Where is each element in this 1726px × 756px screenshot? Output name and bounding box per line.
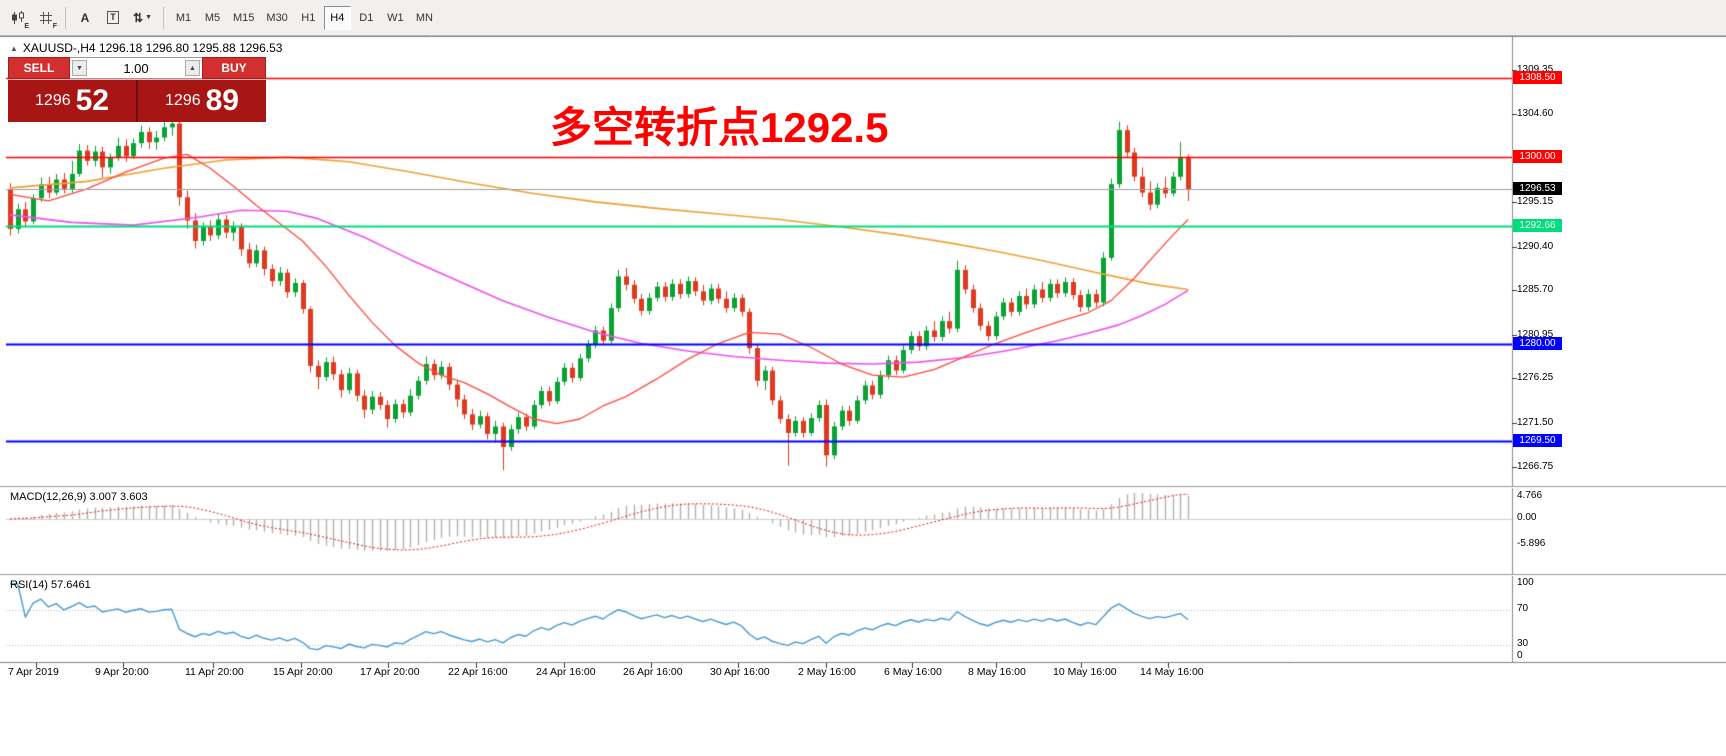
candlestick-chart-icon[interactable]: E <box>5 6 31 30</box>
chevron-down-icon: ▼ <box>145 14 152 21</box>
text-label-icon[interactable]: A <box>72 6 98 30</box>
bid-ask-display: 1296 52 1296 89 <box>8 80 266 122</box>
volume-increase-icon[interactable]: ▲ <box>185 60 200 76</box>
timeframe-button-m30[interactable]: M30 <box>261 6 292 30</box>
timeframe-button-w1[interactable]: W1 <box>382 6 409 30</box>
one-click-trading-panel: SELL ▼ ▲ BUY 1296 52 1296 89 <box>8 57 266 122</box>
grid-icon[interactable]: F <box>33 6 59 30</box>
arrows-glyph: ⇅ <box>133 10 144 25</box>
top-toolbar: E F A T ⇅ ▼ M1 M5 M15 M30 H1 H4 D1 W1 MN <box>0 0 1726 36</box>
timeframe-button-mn[interactable]: MN <box>411 6 438 30</box>
buy-price-tile[interactable]: 1296 89 <box>138 80 266 122</box>
chart-tools-group: E F <box>4 4 60 32</box>
text-tool-glyph: A <box>80 10 90 25</box>
timeframe-button-m15[interactable]: M15 <box>228 6 259 30</box>
arrows-dropdown-icon[interactable]: ⇅ ▼ <box>128 6 157 30</box>
template-glyph: T <box>107 11 119 24</box>
buy-button[interactable]: BUY <box>202 57 266 79</box>
timeframe-button-h4[interactable]: H4 <box>323 5 351 30</box>
trade-buttons-row: SELL ▼ ▲ BUY <box>8 57 266 79</box>
buy-price-pips: 89 <box>205 84 239 117</box>
toolbar-separator <box>65 6 66 29</box>
annotation-tools-group: A T ⇅ ▼ <box>71 4 158 32</box>
icon-sub-label: E <box>24 22 29 30</box>
volume-stepper: ▼ ▲ <box>70 57 202 79</box>
sell-button[interactable]: SELL <box>8 57 70 79</box>
sell-price-base: 1296 <box>35 92 71 109</box>
timeframe-button-h1[interactable]: H1 <box>295 6 322 30</box>
timeframe-button-m1[interactable]: M1 <box>170 6 197 30</box>
icon-sub-label: F <box>52 22 57 30</box>
volume-input[interactable] <box>99 59 173 77</box>
timeframe-button-d1[interactable]: D1 <box>353 6 380 30</box>
sell-price-tile[interactable]: 1296 52 <box>8 80 136 122</box>
price-chart-canvas[interactable] <box>0 36 1726 700</box>
template-icon[interactable]: T <box>100 6 126 30</box>
timeframe-button-m5[interactable]: M5 <box>199 6 226 30</box>
buy-price-base: 1296 <box>165 92 201 109</box>
timeframe-toolbar: M1 M5 M15 M30 H1 H4 D1 W1 MN <box>169 4 439 32</box>
toolbar-separator <box>163 6 164 29</box>
sell-price-pips: 52 <box>75 84 109 117</box>
volume-decrease-icon[interactable]: ▼ <box>72 60 87 76</box>
